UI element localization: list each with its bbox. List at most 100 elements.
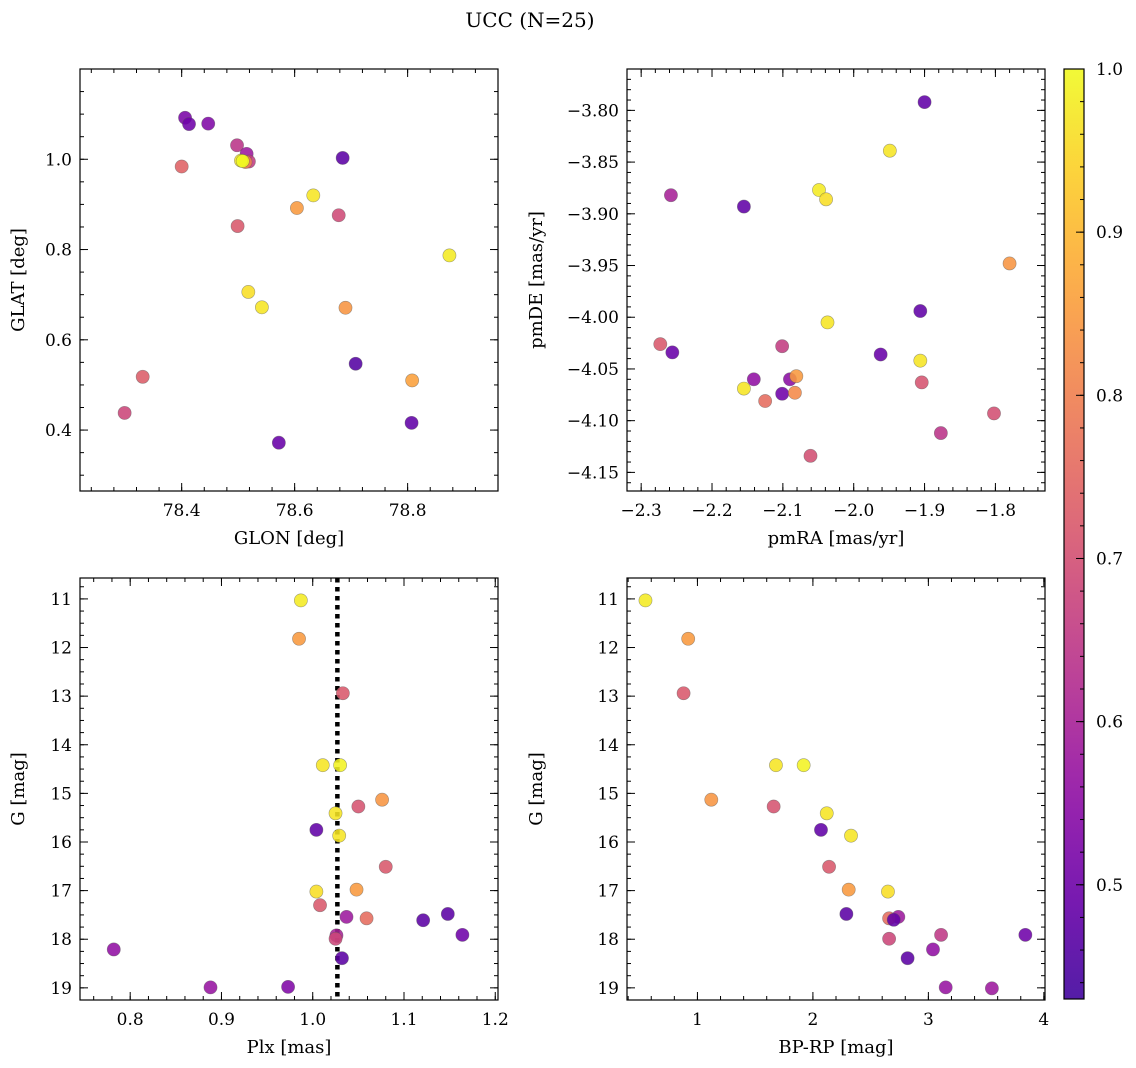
x-tick-label: 1.0 — [299, 1010, 326, 1030]
scatter-point — [333, 758, 348, 773]
y-tick-label: −4.10 — [567, 412, 619, 432]
scatter-point — [332, 828, 347, 843]
scatter-point — [766, 799, 781, 814]
y-axis-label: G [mag] — [8, 752, 29, 825]
scatter-point — [241, 285, 256, 299]
scatter-point — [416, 913, 431, 928]
scatter-point — [917, 95, 932, 109]
x-tick-label: 1 — [692, 1010, 703, 1030]
scatter-point — [455, 927, 470, 942]
panel-pmra-pmde: −2.3 −2.2 −2.1 −2.0 −1.9 −1.8 −3.80 −3.85 −3.90 −… — [526, 68, 1046, 549]
scatter-point — [934, 927, 948, 942]
scatter-point — [653, 337, 668, 352]
y-tick-label: 11 — [50, 590, 72, 610]
scatter-point — [882, 143, 897, 158]
scatter-point — [736, 381, 751, 396]
scatter-point — [230, 138, 244, 153]
y-axis-label: G [mag] — [526, 752, 547, 825]
scatter-point — [292, 631, 306, 646]
y-tick-label: 18 — [597, 930, 619, 950]
scatter-point — [664, 188, 678, 203]
y-tick-label: 11 — [597, 590, 619, 610]
colorbar-tick-label: 0.5 — [1096, 876, 1123, 896]
y-tick-label: −4.00 — [567, 308, 619, 328]
scatter-point — [254, 300, 269, 315]
panel-glon-glat: 78.4 78.6 78.8 0.4 0.6 0.8 1.0 GLON [deg] GLAT [… — [8, 68, 499, 549]
scatter-point — [933, 426, 948, 440]
x-tick-label: 3 — [923, 1010, 934, 1030]
scatter-point — [117, 406, 132, 420]
axes-frame — [626, 68, 1046, 492]
y-tick-label: 19 — [50, 979, 72, 999]
scatter-point — [638, 593, 653, 608]
y-axis-label: GLAT [deg] — [8, 228, 29, 332]
x-tick-label: −2.1 — [762, 501, 803, 521]
colorbar-tick-label: 0.8 — [1096, 386, 1123, 406]
scatter-point — [378, 859, 393, 874]
scatter-point — [803, 448, 818, 463]
y-tick-label: 17 — [597, 882, 619, 902]
x-axis-label: pmRA [mas/yr] — [768, 528, 905, 549]
scatter-point — [822, 859, 836, 874]
scatter-point — [769, 758, 783, 773]
y-tick-label: 0.6 — [45, 331, 72, 351]
scatter-point — [938, 980, 953, 995]
x-tick-label: −1.8 — [975, 501, 1016, 521]
y-tick-label: −4.05 — [567, 360, 619, 380]
scatter-point — [882, 931, 897, 946]
scatter-point — [235, 154, 250, 168]
scatter-point — [182, 117, 196, 131]
scatter-point — [375, 792, 389, 807]
colorbar-tick-label: 0.7 — [1096, 549, 1123, 569]
scatter-point — [293, 593, 308, 608]
scatter-point — [914, 375, 929, 390]
scatter-point — [359, 911, 374, 926]
x-tick-label: 78.4 — [163, 501, 201, 521]
scatter-point — [331, 208, 346, 223]
y-tick-label: 1.0 — [45, 150, 72, 170]
colorbar: 0.5 0.6 0.7 0.8 0.9 1.0 — [1063, 60, 1123, 1000]
x-tick-label: 2 — [807, 1010, 818, 1030]
scatter-point — [775, 386, 790, 401]
scatter-point — [881, 884, 895, 899]
y-tick-label: −3.80 — [567, 101, 619, 121]
y-tick-label: 16 — [50, 833, 72, 853]
y-tick-label: 18 — [50, 930, 72, 950]
x-axis-label: BP-RP [mag] — [778, 1037, 893, 1058]
y-tick-label: −3.90 — [567, 205, 619, 225]
scatter-point — [309, 822, 324, 837]
x-tick-label: 1.1 — [390, 1010, 417, 1030]
scatter-point — [1018, 927, 1033, 942]
scatter-point — [339, 909, 354, 924]
scatter-point — [775, 339, 790, 354]
y-tick-label: 0.4 — [45, 421, 72, 441]
x-tick-label: −2.0 — [833, 501, 874, 521]
scatter-point — [676, 686, 691, 701]
scatter-point — [271, 435, 286, 450]
x-tick-label: 78.6 — [276, 501, 314, 521]
y-tick-label: 14 — [597, 736, 619, 756]
scatter-point — [290, 201, 304, 215]
scatter-point — [404, 415, 419, 430]
x-tick-label: 0.8 — [117, 1010, 144, 1030]
scatter-point — [926, 942, 940, 957]
y-tick-label: 19 — [597, 979, 619, 999]
scatter-point — [315, 758, 330, 773]
scatter-point — [335, 686, 350, 701]
chart-title: UCC (N=25) — [465, 8, 594, 32]
y-tick-label: 13 — [597, 687, 619, 707]
scatter-point — [841, 882, 856, 897]
scatter-point — [135, 369, 150, 384]
scatter-point — [106, 942, 121, 957]
scatter-point — [844, 828, 858, 843]
scatter-point — [873, 347, 888, 362]
scatter-point — [440, 907, 455, 921]
y-tick-label: 12 — [50, 639, 72, 659]
colorbar-tick-label: 0.9 — [1096, 223, 1123, 243]
y-tick-label: 15 — [597, 784, 619, 804]
scatter-point — [338, 300, 353, 315]
scatter-point — [812, 183, 826, 197]
y-tick-label: 12 — [597, 639, 619, 659]
scatter-point — [886, 912, 901, 927]
